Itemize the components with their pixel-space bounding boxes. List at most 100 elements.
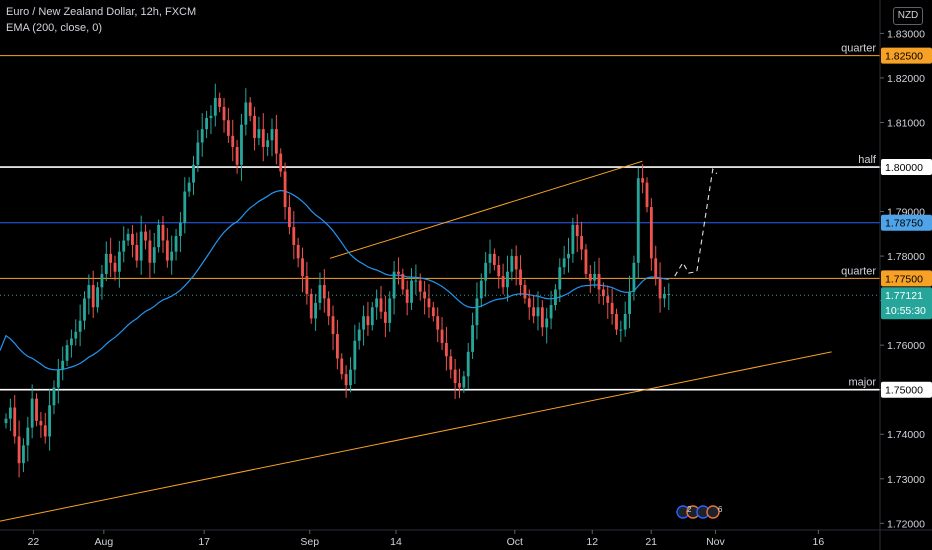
- candle-body: [562, 258, 566, 268]
- candle-body: [13, 407, 17, 437]
- event-count: 2: [687, 505, 692, 514]
- candle-body: [444, 342, 448, 357]
- level-name: major: [848, 377, 876, 389]
- candle-body: [484, 262, 488, 281]
- candle-body: [436, 316, 440, 330]
- candle-body: [397, 271, 400, 274]
- candle-body: [83, 298, 86, 321]
- trendlines: [0, 160, 832, 522]
- x-tick-label: 21: [645, 536, 657, 548]
- candle-body: [61, 360, 65, 370]
- candle-body: [100, 273, 104, 288]
- level-price-tag: [881, 214, 932, 231]
- y-tick-label: 1.81000: [887, 117, 925, 129]
- candle-body: [401, 273, 405, 290]
- candle-body: [335, 334, 339, 359]
- level-name: quarter: [841, 265, 876, 277]
- candle-body: [22, 445, 25, 464]
- candle-body: [379, 298, 383, 312]
- candle-body: [567, 253, 570, 259]
- level-price-label: 1.82500: [885, 51, 923, 63]
- candle-body: [165, 240, 169, 261]
- candle-body: [619, 329, 623, 331]
- candle-body: [270, 129, 274, 141]
- candle-body: [580, 236, 584, 250]
- candle-body: [104, 253, 108, 274]
- candle-body: [601, 289, 605, 297]
- candle-body: [91, 285, 95, 308]
- candle-body: [471, 325, 474, 352]
- candle-body: [283, 171, 287, 208]
- candle-body: [209, 115, 213, 119]
- candle-body: [366, 316, 370, 326]
- candle-body: [205, 118, 209, 130]
- candle-body: [87, 285, 91, 299]
- x-tick-label: Nov: [706, 536, 725, 548]
- candle-body: [532, 307, 536, 317]
- candle-body: [645, 182, 649, 208]
- candle-body: [641, 178, 645, 183]
- level-price-tag: [881, 47, 932, 64]
- candle-body: [170, 251, 174, 261]
- y-tick-label: 1.74000: [887, 429, 925, 441]
- candle-body: [558, 267, 562, 290]
- x-tick-label: Sep: [300, 536, 319, 548]
- candle-body: [148, 240, 152, 263]
- candle-body: [340, 358, 344, 375]
- candle-body: [506, 271, 509, 288]
- candle-body: [109, 253, 113, 263]
- candle-body: [322, 285, 326, 299]
- candle-body: [405, 289, 409, 303]
- candle-body: [69, 338, 73, 346]
- candle-body: [179, 222, 182, 237]
- candle-body: [183, 191, 187, 223]
- indicator-legend[interactable]: EMA (200, close, 0): [6, 22, 102, 34]
- candle-body: [261, 129, 265, 147]
- candle-body: [296, 244, 300, 259]
- candle-body: [440, 329, 444, 343]
- candle-body: [305, 276, 309, 294]
- candle-body: [370, 307, 374, 326]
- x-tick-label: 14: [390, 536, 402, 548]
- y-tick-label: 1.82000: [887, 73, 925, 85]
- event-icon: [706, 505, 720, 519]
- currency-button[interactable]: NZD: [893, 7, 923, 25]
- candle-body: [192, 164, 195, 183]
- candle-body: [523, 285, 527, 299]
- candle-body: [453, 369, 457, 384]
- level-price-tag: [881, 159, 932, 176]
- candle-body: [327, 298, 331, 317]
- candle-body: [292, 227, 296, 245]
- x-tick-label: 12: [586, 536, 598, 548]
- level-name: half: [858, 154, 877, 166]
- event-count: 6: [718, 505, 723, 514]
- candle-body: [458, 383, 461, 388]
- level-name: quarter: [841, 43, 876, 55]
- candle-body: [410, 280, 413, 303]
- candle-body: [144, 231, 147, 241]
- candle-body: [658, 278, 662, 299]
- candle-body: [597, 273, 601, 290]
- candle-body: [636, 178, 640, 263]
- projection-path: [674, 167, 718, 277]
- candle-body: [244, 102, 248, 125]
- y-tick-label: 1.76000: [887, 340, 925, 352]
- candle-body: [501, 276, 505, 288]
- level-price-label: 1.75000: [885, 385, 923, 397]
- candle-body: [584, 249, 588, 274]
- candle-body: [540, 307, 544, 328]
- candle-body: [606, 296, 610, 303]
- candle-body: [667, 293, 671, 295]
- candle-body: [632, 262, 636, 292]
- candle-body: [187, 182, 191, 192]
- candle-body: [157, 224, 161, 248]
- candle-body: [35, 398, 38, 421]
- candle-body: [654, 258, 658, 279]
- candle-body: [497, 265, 501, 277]
- ema-line: [0, 189, 669, 371]
- candle-body: [514, 256, 518, 270]
- x-tick-label: Aug: [94, 536, 113, 548]
